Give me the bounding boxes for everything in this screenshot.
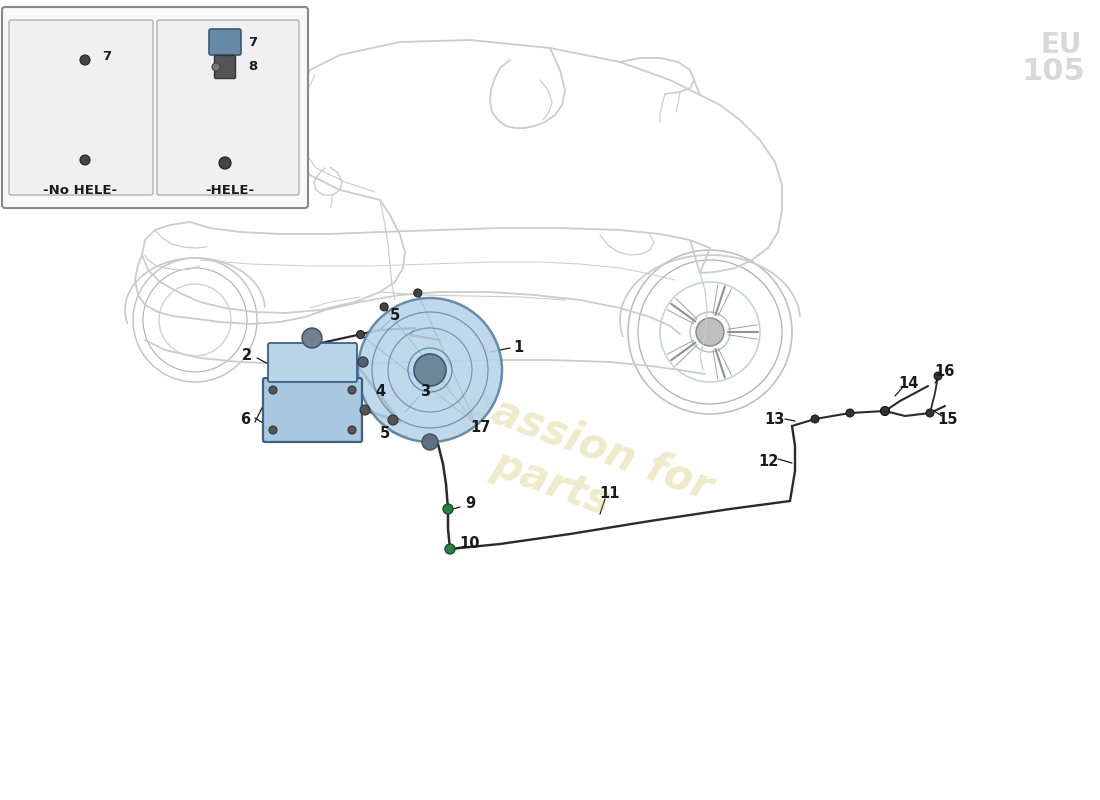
FancyBboxPatch shape (2, 7, 308, 208)
Circle shape (381, 303, 388, 311)
Text: -No HELE-: -No HELE- (43, 184, 117, 197)
Circle shape (212, 63, 220, 71)
FancyBboxPatch shape (268, 343, 358, 382)
Circle shape (348, 426, 356, 434)
Circle shape (80, 55, 90, 65)
Circle shape (926, 409, 934, 417)
Circle shape (696, 318, 724, 346)
Text: 1: 1 (513, 341, 524, 355)
Circle shape (270, 386, 277, 394)
Circle shape (348, 386, 356, 394)
Text: EU: EU (1041, 31, 1082, 59)
FancyBboxPatch shape (157, 20, 299, 195)
Text: 7: 7 (102, 50, 111, 63)
FancyBboxPatch shape (214, 55, 235, 78)
Text: -HELE-: -HELE- (206, 184, 254, 197)
Circle shape (414, 354, 446, 386)
Circle shape (446, 544, 455, 554)
Text: 8: 8 (249, 61, 257, 74)
Circle shape (356, 330, 364, 338)
Circle shape (443, 504, 453, 514)
Circle shape (302, 328, 322, 348)
Circle shape (360, 405, 370, 415)
Circle shape (219, 157, 231, 169)
Text: 12: 12 (758, 454, 778, 469)
Text: 16: 16 (935, 363, 955, 378)
Text: 105: 105 (1021, 58, 1085, 86)
Circle shape (414, 289, 421, 297)
Circle shape (846, 409, 854, 417)
Text: 17: 17 (470, 421, 491, 435)
Text: a passion for
parts: a passion for parts (402, 366, 718, 554)
FancyBboxPatch shape (9, 20, 153, 195)
Circle shape (811, 415, 819, 423)
Text: 2: 2 (242, 347, 252, 362)
Text: 15: 15 (937, 411, 958, 426)
Text: 7: 7 (249, 37, 257, 50)
Circle shape (880, 406, 890, 415)
Text: 9: 9 (465, 497, 475, 511)
Circle shape (270, 426, 277, 434)
Circle shape (358, 357, 368, 367)
Text: 4: 4 (375, 385, 385, 399)
Circle shape (388, 415, 398, 425)
Text: 5: 5 (389, 307, 400, 322)
Text: 3: 3 (420, 385, 430, 399)
Text: 11: 11 (600, 486, 620, 502)
Text: 10: 10 (460, 537, 481, 551)
Circle shape (358, 298, 502, 442)
Text: 13: 13 (764, 411, 785, 426)
Circle shape (80, 155, 90, 165)
Text: 5: 5 (379, 426, 390, 442)
Text: 14: 14 (898, 375, 918, 390)
FancyBboxPatch shape (209, 29, 241, 55)
Circle shape (422, 434, 438, 450)
Circle shape (934, 372, 942, 380)
FancyBboxPatch shape (263, 378, 362, 442)
Text: 6: 6 (240, 413, 250, 427)
